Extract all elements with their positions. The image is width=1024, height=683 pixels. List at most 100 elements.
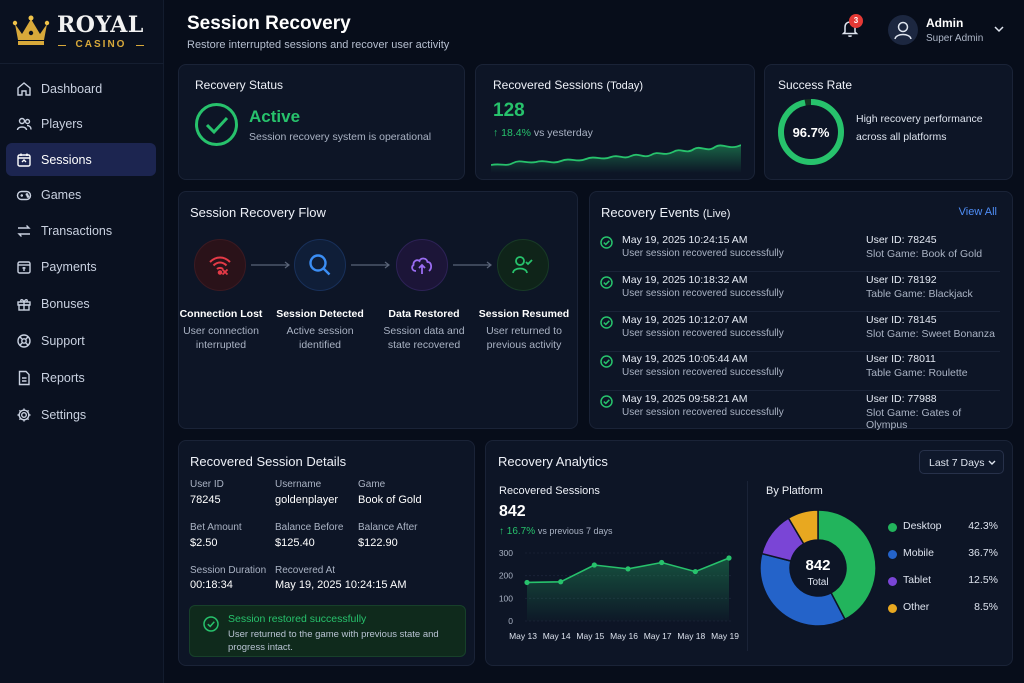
success-alert-text: User returned to the game with previous … (228, 628, 439, 654)
sidebar-item-games[interactable]: Games (6, 178, 156, 211)
legend-swatch (888, 523, 897, 532)
event-message: User session recovered successfully (622, 367, 784, 378)
legend-swatch (888, 577, 897, 586)
legend-label: Tablet (903, 574, 932, 586)
x-tick-label: May 16 (610, 631, 638, 641)
sessions-change: ↑ 16.7% vs previous 7 days (499, 526, 612, 537)
check-circle-icon (600, 276, 613, 289)
sidebar-item-payments[interactable]: Payments (6, 250, 156, 283)
sidebar-item-reports[interactable]: Reports (6, 361, 156, 394)
y-tick-label: 300 (499, 548, 513, 558)
event-row[interactable]: May 19, 2025 10:18:32 AM User session re… (600, 272, 1000, 312)
sidebar-item-label: Settings (41, 407, 87, 422)
status-value: Active (249, 107, 301, 126)
sidebar-item-transactions[interactable]: Transactions (6, 214, 156, 247)
donut-total-label: Total (807, 577, 829, 588)
detail-value: May 19, 2025 10:24:15 AM (275, 579, 407, 591)
check-circle-icon (600, 316, 613, 329)
sidebar-item-players[interactable]: Players (6, 107, 156, 140)
success-rate-line2: across all platforms (856, 131, 947, 143)
event-row[interactable]: May 19, 2025 10:24:15 AM User session re… (600, 232, 1000, 272)
sidebar-item-label: Bonuses (41, 296, 90, 311)
detail-value: 00:18:34 (190, 579, 233, 591)
flow-step-session-resumed (497, 239, 549, 291)
card-title: Recovered Sessions (Today) (493, 78, 643, 92)
sessions-line-chart: 0 100 200 300 May 13 May 14 May 15 May 16 May 17… (499, 548, 739, 641)
x-tick-label: May 19 (711, 631, 739, 641)
detail-label: Recovered At (275, 565, 336, 576)
user-name[interactable]: Admin (926, 16, 964, 30)
x-tick-label: May 14 (543, 631, 571, 641)
check-circle-icon (600, 236, 613, 249)
x-tick-label: May 18 (677, 631, 705, 641)
success-rate-ring: 96.7% (778, 99, 844, 165)
event-row[interactable]: May 19, 2025 09:58:21 AM User session re… (600, 391, 1000, 431)
event-game: Table Game: Blackjack (866, 288, 973, 300)
data-point (692, 568, 698, 575)
check-circle-icon (195, 103, 238, 146)
avatar[interactable] (888, 15, 918, 45)
recovery-flow-card: Session Recovery Flow Connection Lost Us… (178, 191, 578, 429)
legend-label: Mobile (903, 547, 934, 559)
alert-line: User returned to the game with previous … (228, 629, 439, 640)
flow-step-label: Session Detected (276, 308, 364, 320)
chevron-down-icon (988, 460, 996, 465)
chevron-down-icon[interactable] (993, 24, 1005, 34)
view-all-link[interactable]: View All (958, 206, 997, 218)
change-suffix: vs previous 7 days (537, 526, 613, 536)
success-rate-value: 96.7% (793, 125, 830, 140)
event-message: User session recovered successfully (622, 328, 784, 339)
sessions-chart-title: Recovered Sessions (499, 485, 600, 497)
event-time: May 19, 2025 10:05:44 AM (622, 353, 748, 365)
event-user: User ID: 77988 (866, 393, 937, 405)
sidebar-item-label: Support (41, 333, 85, 348)
flow-step-connection-lost (194, 239, 246, 291)
check-circle-icon (203, 616, 219, 632)
event-row[interactable]: May 19, 2025 10:12:07 AM User session re… (600, 312, 1000, 352)
sidebar: ROYAL CASINO Dashboard Players Sessions … (0, 0, 164, 683)
card-title-text: Recovery Events (601, 205, 700, 220)
flow-desc-line: interrupted (195, 339, 247, 351)
status-description: Session recovery system is operational (249, 131, 432, 143)
sidebar-item-sessions[interactable]: Sessions (6, 143, 156, 176)
sidebar-item-bonuses[interactable]: Bonuses (6, 287, 156, 320)
sidebar-item-settings[interactable]: Settings (6, 398, 156, 431)
change-suffix: vs yesterday (533, 127, 593, 139)
event-user: User ID: 78011 (866, 353, 936, 365)
brand-logo[interactable]: ROYAL CASINO (12, 12, 152, 54)
flow-step-desc: Session data and state recovered (374, 324, 474, 352)
flow-step-label: Data Restored (388, 308, 460, 320)
sidebar-item-label: Players (41, 116, 83, 131)
recovered-today-value: 128 (493, 100, 525, 121)
sidebar-item-dashboard[interactable]: Dashboard (6, 72, 156, 105)
recovery-events-card: Recovery Events (Live) View All May 19, … (589, 191, 1013, 431)
range-select[interactable]: Last 7 Days (919, 450, 1004, 474)
legend-item-other: Other 8.5% (886, 601, 998, 615)
wallet-icon (17, 260, 31, 274)
flow-step-desc: User returned to previous activity (474, 324, 574, 352)
flow-step-label: Connection Lost (179, 308, 263, 320)
detail-value: $2.50 (190, 537, 218, 549)
analytics-divider (747, 481, 748, 651)
sidebar-item-label: Payments (41, 259, 97, 274)
sessions-total: 842 (499, 503, 526, 520)
data-point (726, 555, 732, 561)
sidebar-item-label: Dashboard (41, 81, 103, 96)
flow-step-desc: User connection interrupted (171, 324, 271, 352)
event-row[interactable]: May 19, 2025 10:05:44 AM User session re… (600, 351, 1000, 391)
card-title: Recovery Analytics (498, 454, 608, 469)
flow-step-desc: Active session identified (270, 324, 370, 352)
event-game: Table Game: Roulette (866, 367, 968, 379)
donut-total-value: 842 (805, 557, 831, 574)
flow-desc-line: identified (298, 339, 342, 351)
flow-step-data-restored (396, 239, 448, 291)
detail-label: Bet Amount (190, 522, 242, 533)
card-title-text: Recovered Sessions (493, 78, 604, 92)
event-user: User ID: 78192 (866, 274, 937, 286)
event-game: Slot Game: Gates of Olympus (866, 407, 962, 431)
recovered-today-card: Recovered Sessions (Today) 128 ↑ 18.4% v… (475, 64, 755, 180)
event-message: User session recovered successfully (622, 288, 784, 299)
y-tick-label: 200 (499, 571, 513, 581)
sparkline (491, 144, 741, 173)
sidebar-item-support[interactable]: Support (6, 324, 156, 357)
